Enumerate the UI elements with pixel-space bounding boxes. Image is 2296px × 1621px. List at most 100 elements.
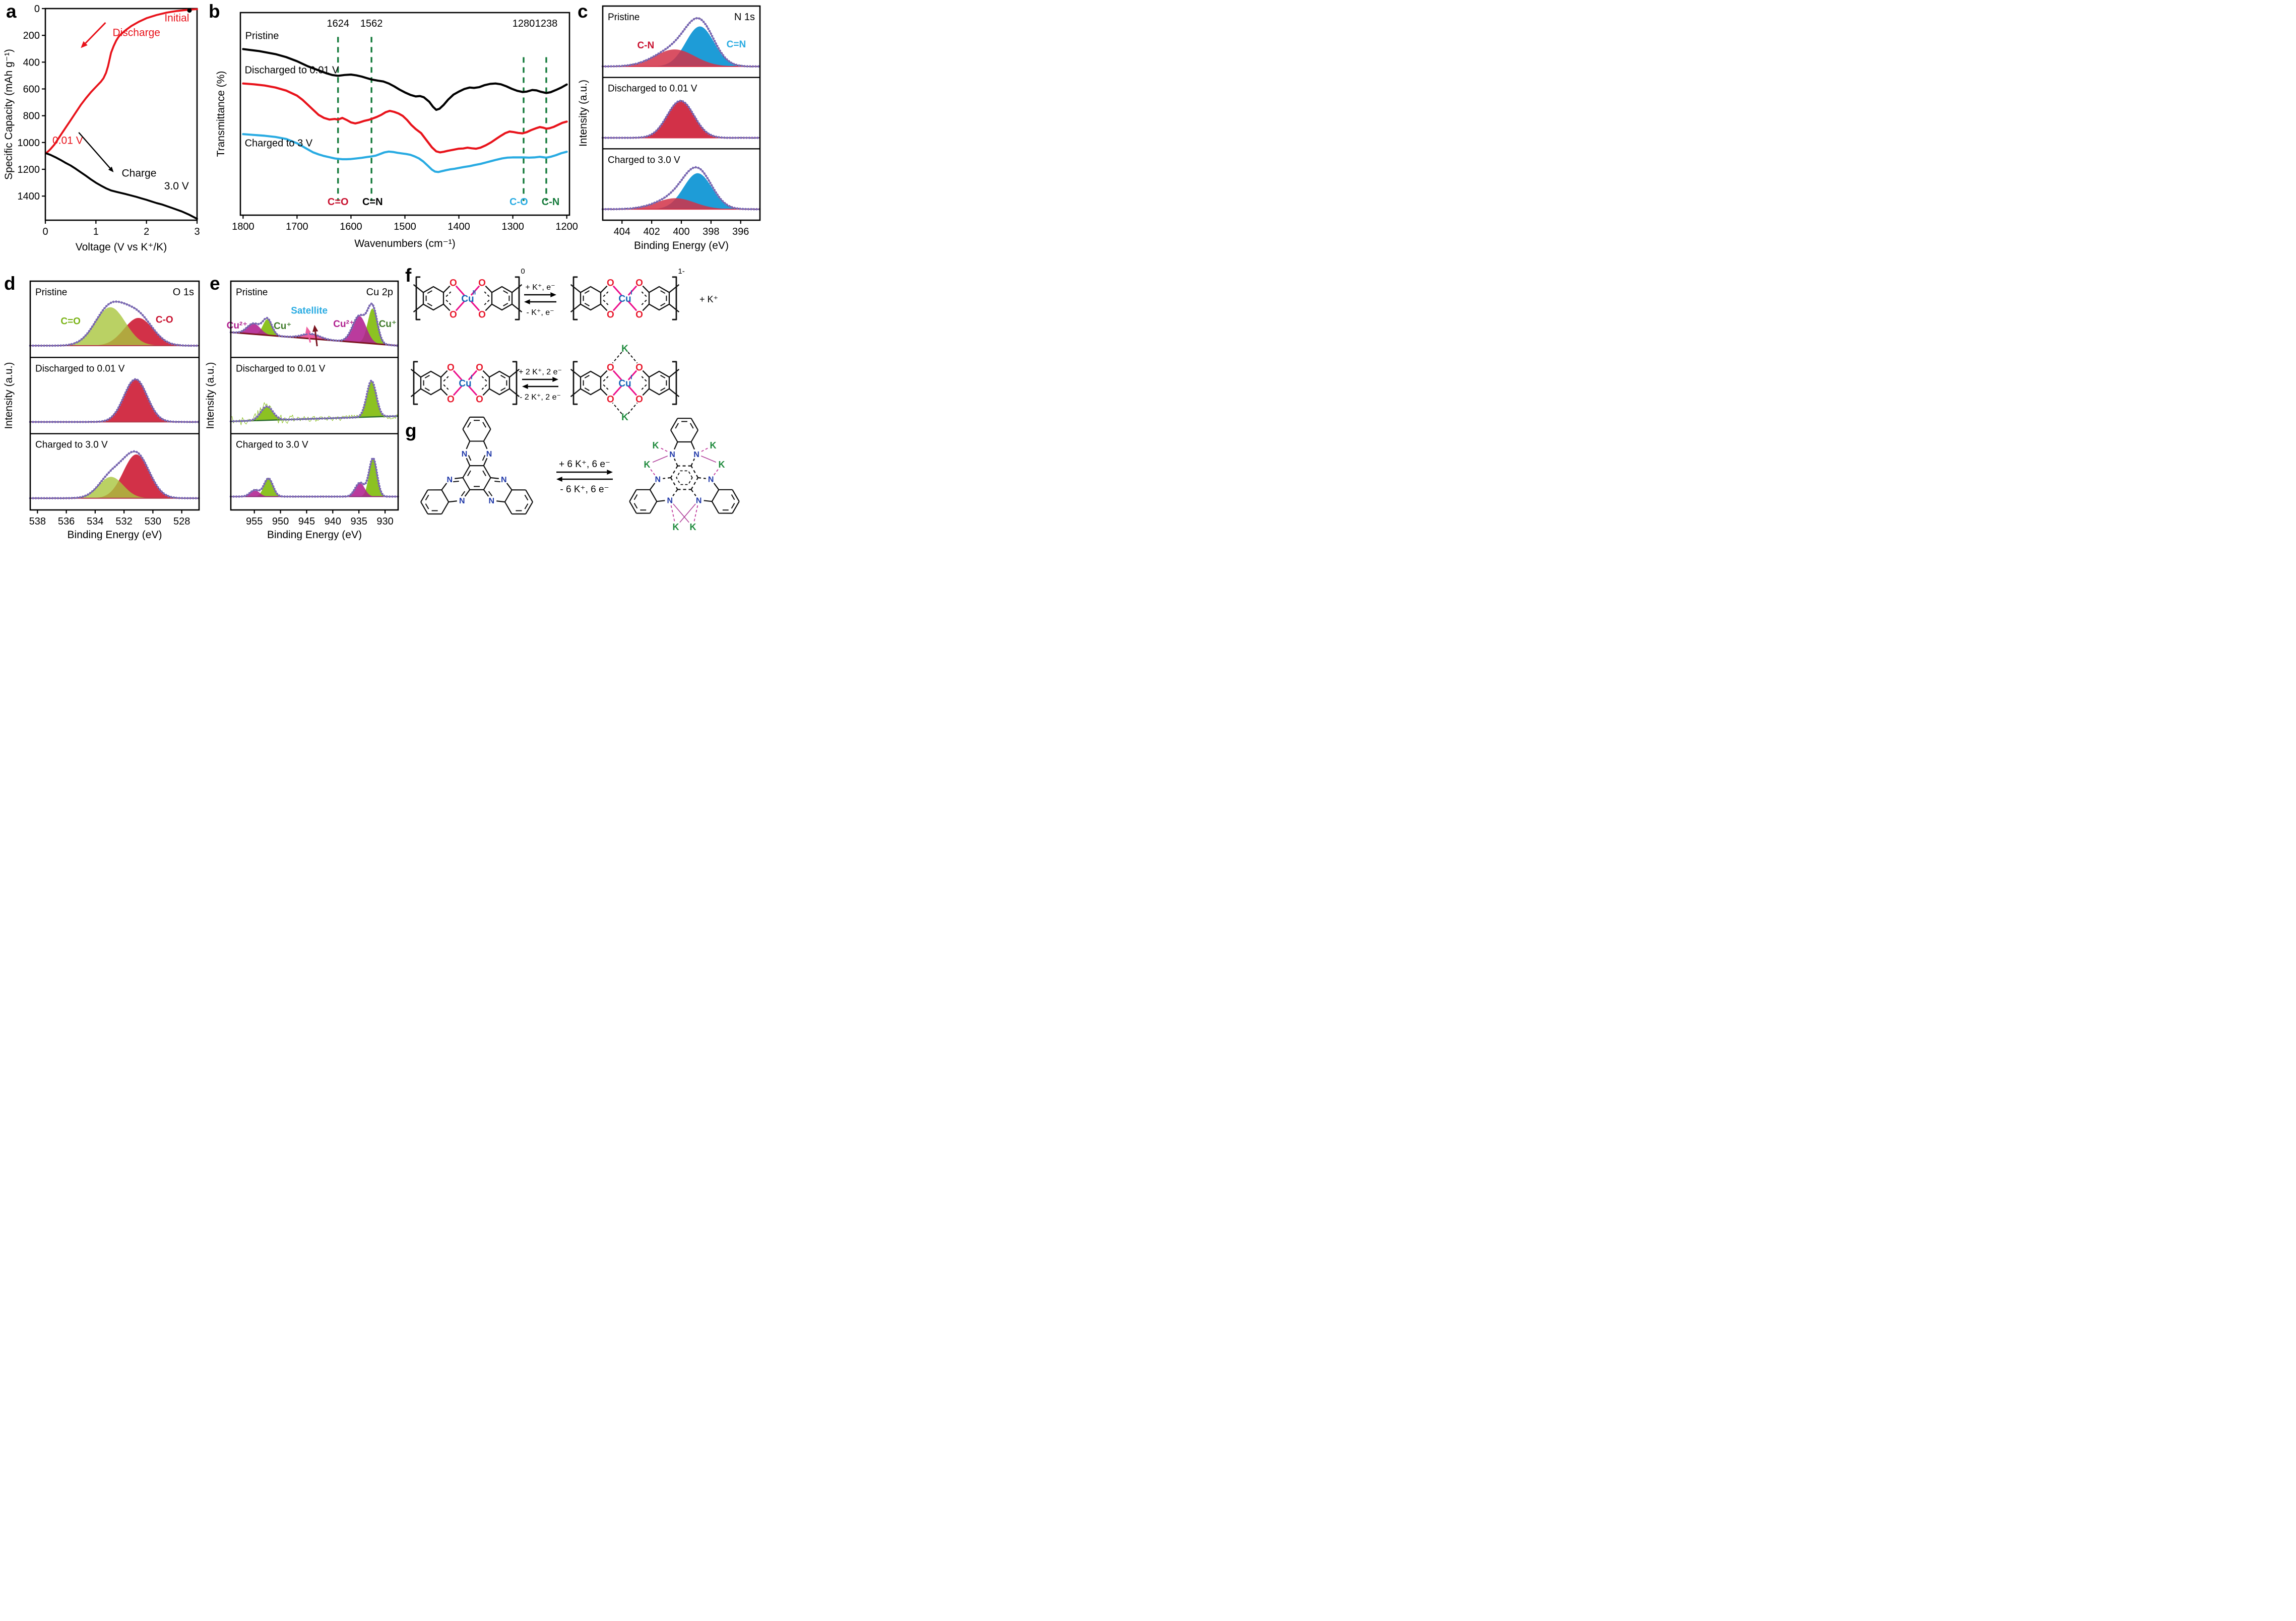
k-coordination	[652, 456, 668, 463]
bond	[669, 284, 680, 293]
partial-bond	[690, 489, 696, 496]
x-tick-label: 1200	[555, 221, 578, 232]
x-tick-label: 530	[145, 516, 161, 527]
coordination-bond	[455, 285, 465, 296]
bond	[441, 483, 448, 490]
bracket	[672, 276, 677, 320]
annotation: Charge	[122, 168, 157, 179]
wavenumber-label: 1280	[513, 18, 535, 29]
bond	[482, 388, 490, 396]
coordination-bond	[612, 301, 622, 311]
x-tick-label: 534	[87, 516, 103, 527]
satellite-arrow	[307, 333, 311, 343]
partial-bond	[484, 299, 490, 305]
oxidation-state: I	[630, 289, 632, 296]
double-bond	[425, 503, 429, 509]
bond	[525, 501, 533, 514]
oxygen-atom: O	[450, 278, 457, 289]
coordination-bond	[453, 370, 463, 380]
bond	[483, 441, 488, 449]
bond	[642, 388, 650, 396]
partial-bond	[445, 299, 452, 305]
y-axis-title: Intensity (a.u.)	[205, 362, 216, 429]
bond	[657, 500, 665, 502]
y-axis-title: Transmittance (%)	[215, 71, 227, 157]
envelope	[29, 300, 201, 347]
bond	[443, 285, 451, 293]
x-tick-label: 0	[42, 226, 48, 237]
x-tick-label: 528	[173, 516, 190, 527]
coordination-bond	[455, 301, 465, 311]
x-tick-label: 402	[643, 226, 660, 237]
region-label: Cu 2p	[366, 287, 393, 298]
x-axis-title: Binding Energy (eV)	[68, 529, 162, 540]
bond	[669, 388, 680, 398]
flow-arrow-head	[81, 41, 88, 48]
double-bond	[675, 423, 679, 429]
y-tick-label: 200	[23, 30, 40, 41]
oxygen-atom: O	[478, 309, 486, 320]
k-coordination	[713, 469, 719, 476]
x-tick-label: 536	[58, 516, 75, 527]
double-bond	[467, 422, 471, 428]
charge-label: 0	[521, 267, 525, 276]
double-bond	[482, 422, 486, 428]
y-tick-label: 800	[23, 111, 40, 122]
component-label: Cu⁺	[379, 319, 397, 330]
bond	[413, 303, 424, 313]
bond	[600, 388, 608, 396]
fit-peak	[603, 101, 760, 138]
bracket	[415, 276, 421, 320]
curve-label: Charged to 3 V	[245, 138, 313, 149]
double-bond	[689, 423, 694, 429]
x-tick-label: 930	[376, 516, 393, 527]
fit-peak	[231, 483, 398, 497]
partial-bond	[443, 384, 449, 390]
double-bond	[633, 494, 638, 500]
k-coordination	[673, 503, 689, 523]
fit-peak	[603, 198, 760, 210]
aromatic-bond	[690, 466, 698, 478]
bond-label: C=N	[362, 197, 383, 208]
panel-label-g: g	[405, 420, 417, 441]
double-bond	[584, 387, 590, 392]
double-bond	[427, 302, 432, 307]
bracket	[413, 361, 418, 405]
partial-bond	[690, 458, 695, 467]
bond	[440, 388, 448, 396]
bracket	[572, 276, 578, 320]
bond	[490, 477, 499, 479]
k-coordination	[679, 503, 696, 523]
y-tick-label: 0	[34, 4, 40, 15]
bond	[649, 483, 656, 490]
k-coordination	[700, 456, 717, 463]
flow-arrow	[85, 22, 106, 44]
x-tick-label: 1400	[448, 221, 470, 232]
coordination-bond	[627, 285, 637, 296]
forward-arrow-head	[550, 292, 556, 297]
x-tick-label: 940	[325, 516, 341, 527]
bond	[674, 441, 678, 450]
x-tick-label: 1800	[232, 221, 254, 232]
k-coordination	[670, 504, 675, 522]
partial-bond	[612, 402, 622, 414]
reaction-forward: + 6 K⁺, 6 e⁻	[559, 459, 610, 470]
annotation: Discharge	[112, 27, 160, 38]
bond	[462, 417, 471, 430]
coordination-bond	[468, 370, 478, 380]
bond	[462, 465, 471, 478]
x-axis-title: Wavenumbers (cm⁻¹)	[354, 238, 456, 249]
double-bond	[424, 374, 430, 379]
x-tick-label: 538	[29, 516, 46, 527]
y-tick-label: 600	[23, 84, 40, 95]
bond	[690, 418, 698, 431]
nitrogen-atom: N	[655, 476, 661, 484]
curve-discharge	[45, 8, 198, 154]
bond	[649, 501, 658, 514]
panel-label-e: e	[210, 273, 220, 294]
x-tick-label: 398	[703, 226, 719, 237]
bond	[483, 429, 491, 442]
y-axis-title: Intensity (a.u.)	[3, 362, 15, 429]
subpanel-title: Discharged to 0.01 V	[608, 84, 697, 94]
annotation: 3.0 V	[164, 180, 189, 192]
